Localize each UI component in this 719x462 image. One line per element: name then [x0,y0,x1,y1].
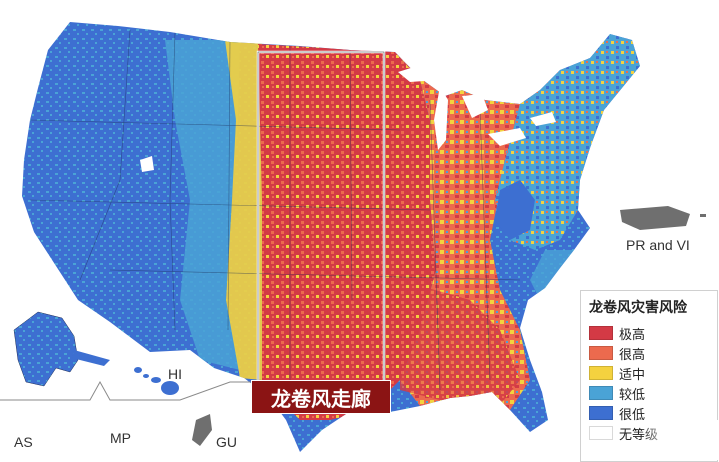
legend-swatch [589,426,613,440]
puerto-rico-shape [620,206,706,230]
legend-swatch [589,326,613,340]
legend-item-moderate: 适中 [589,363,711,383]
legend-item-low: 较低 [589,383,711,403]
hawaii [134,367,179,395]
watermark-fade [640,420,718,460]
legend-swatch [589,366,613,380]
mp-label: MP [110,430,131,446]
legend-swatch [589,386,613,400]
inset-divider [0,380,265,401]
legend-label: 极高 [619,327,646,343]
gu-label: GU [216,434,237,450]
legend-swatch [589,406,613,420]
legend-swatch [589,346,613,360]
legend-title: 龙卷风灾害风险 [589,300,687,316]
tornado-corridor-label: 龙卷风走廊 [251,380,391,414]
legend-item-very-low: 很低 [589,403,711,423]
legend-item-high: 很高 [589,343,711,363]
state-borders [29,29,521,400]
legend-label: 较低 [619,387,646,403]
alaska [13,311,110,387]
guam-shape [192,414,212,446]
great-lakes [140,62,556,172]
legend-label: 很低 [619,407,646,423]
legend-label: 适中 [619,367,646,383]
legend-item-very-high: 极高 [589,323,711,343]
pr-vi-label: PR and VI [626,237,690,253]
legend-label: 很高 [619,347,646,363]
hi-label: HI [168,366,182,382]
as-label: AS [14,434,33,450]
